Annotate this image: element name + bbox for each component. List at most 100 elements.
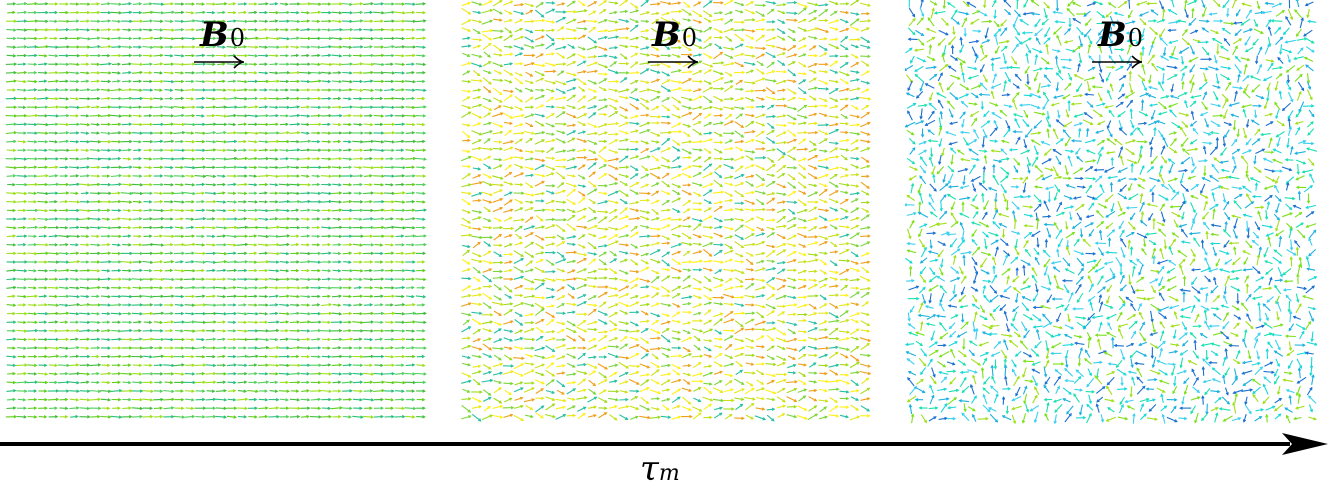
field-vector: [723, 106, 734, 110]
field-vector-head: [338, 234, 343, 239]
field-vector: [48, 166, 58, 169]
field-vector: [227, 80, 236, 83]
field-vector-head: [117, 380, 122, 385]
field-vector-head: [160, 311, 165, 315]
field-vector-head: [835, 80, 840, 84]
field-vector-head: [96, 337, 101, 341]
field-vector: [164, 54, 173, 57]
field-vector: [206, 390, 215, 392]
field-vector-head: [509, 62, 514, 66]
field-vector-head: [562, 111, 566, 115]
field-vector: [237, 209, 247, 212]
field-vector-head: [274, 191, 279, 195]
field-vector: [364, 175, 372, 177]
field-vector: [514, 87, 523, 93]
field-vector-head: [180, 96, 185, 101]
field-vector: [703, 43, 712, 50]
field-vector: [576, 9, 587, 13]
field-vector-head: [96, 234, 100, 238]
field-vector-head: [117, 79, 121, 83]
field-vector-head: [97, 303, 102, 307]
field-vector-head: [107, 234, 112, 238]
field-vector-head: [338, 62, 343, 67]
field-vector-head: [255, 329, 259, 333]
field-vector-head: [635, 9, 640, 13]
field-vector-head: [646, 53, 651, 57]
field-vector: [59, 355, 68, 358]
field-vector-head: [317, 277, 322, 282]
field-vector: [471, 62, 482, 68]
field-vector-head: [581, 88, 586, 92]
field-vector-head: [23, 217, 27, 221]
field-vector-head: [34, 328, 39, 333]
field-vector: [786, 12, 797, 14]
field-vector: [290, 312, 299, 315]
field-vector: [27, 192, 37, 195]
field-vector-head: [233, 277, 237, 282]
field-vector-head: [391, 225, 395, 230]
field-vector-head: [274, 183, 279, 187]
field-vector-head: [97, 19, 101, 23]
field-vector-head: [635, 19, 640, 23]
field-vector: [26, 46, 38, 48]
field-vector: [269, 218, 278, 220]
field-vector-head: [97, 251, 101, 256]
field-vector-head: [306, 414, 310, 419]
field-vector: [247, 312, 258, 315]
field-vector-head: [519, 73, 523, 77]
field-vector: [237, 106, 247, 109]
field-vector: [363, 80, 373, 83]
field-vector-head: [411, 397, 416, 402]
field-vector-head: [624, 9, 629, 14]
field-vector-head: [530, 105, 535, 109]
field-vector: [671, 96, 681, 104]
field-vector: [205, 372, 216, 375]
field-vector: [79, 183, 90, 186]
field-vector-head: [307, 208, 311, 212]
field-vector: [404, 312, 416, 315]
field-vector: [691, 43, 703, 49]
field-vector-head: [201, 157, 206, 161]
field-vector-head: [223, 406, 228, 411]
field-vector-head: [12, 234, 17, 238]
field-vector-head: [317, 251, 322, 256]
field-vector: [78, 217, 91, 221]
field-vector-head: [275, 105, 279, 110]
field-vector-head: [593, 96, 597, 100]
field-vector-head: [317, 397, 322, 402]
field-vector: [163, 106, 174, 109]
field-vector: [639, 11, 650, 16]
field-vector-head: [170, 183, 175, 187]
field-vector-head: [369, 156, 373, 161]
field-vector-head: [265, 165, 269, 170]
field-vector-head: [191, 337, 195, 342]
field-vector: [734, 61, 744, 67]
field-vector: [712, 18, 724, 22]
field-vector-head: [139, 131, 144, 135]
field-vector: [47, 183, 59, 186]
field-vector-head: [34, 105, 39, 109]
field-vector: [289, 200, 300, 203]
field-vector: [482, 77, 492, 85]
field-vector-head: [108, 226, 112, 230]
field-vector: [650, 78, 660, 84]
field-vector: [79, 166, 90, 169]
field-vector: [321, 364, 331, 367]
field-vector-head: [149, 328, 154, 333]
field-vector: [471, 79, 482, 82]
field-vector-head: [677, 54, 681, 58]
field-vector: [373, 140, 384, 143]
field-vector-head: [813, 77, 817, 81]
field-vector-head: [411, 70, 416, 75]
field-vector-head: [192, 45, 196, 49]
field-vector-head: [866, 11, 871, 16]
field-vector-head: [75, 148, 80, 152]
field-vector-head: [85, 294, 90, 299]
field-vector: [248, 415, 257, 418]
field-vector: [79, 89, 90, 91]
field-vector: [38, 295, 47, 298]
field-vector-head: [169, 19, 174, 24]
field-vector-head: [381, 79, 385, 84]
field-vector-head: [264, 354, 269, 359]
field-vector: [69, 252, 79, 255]
